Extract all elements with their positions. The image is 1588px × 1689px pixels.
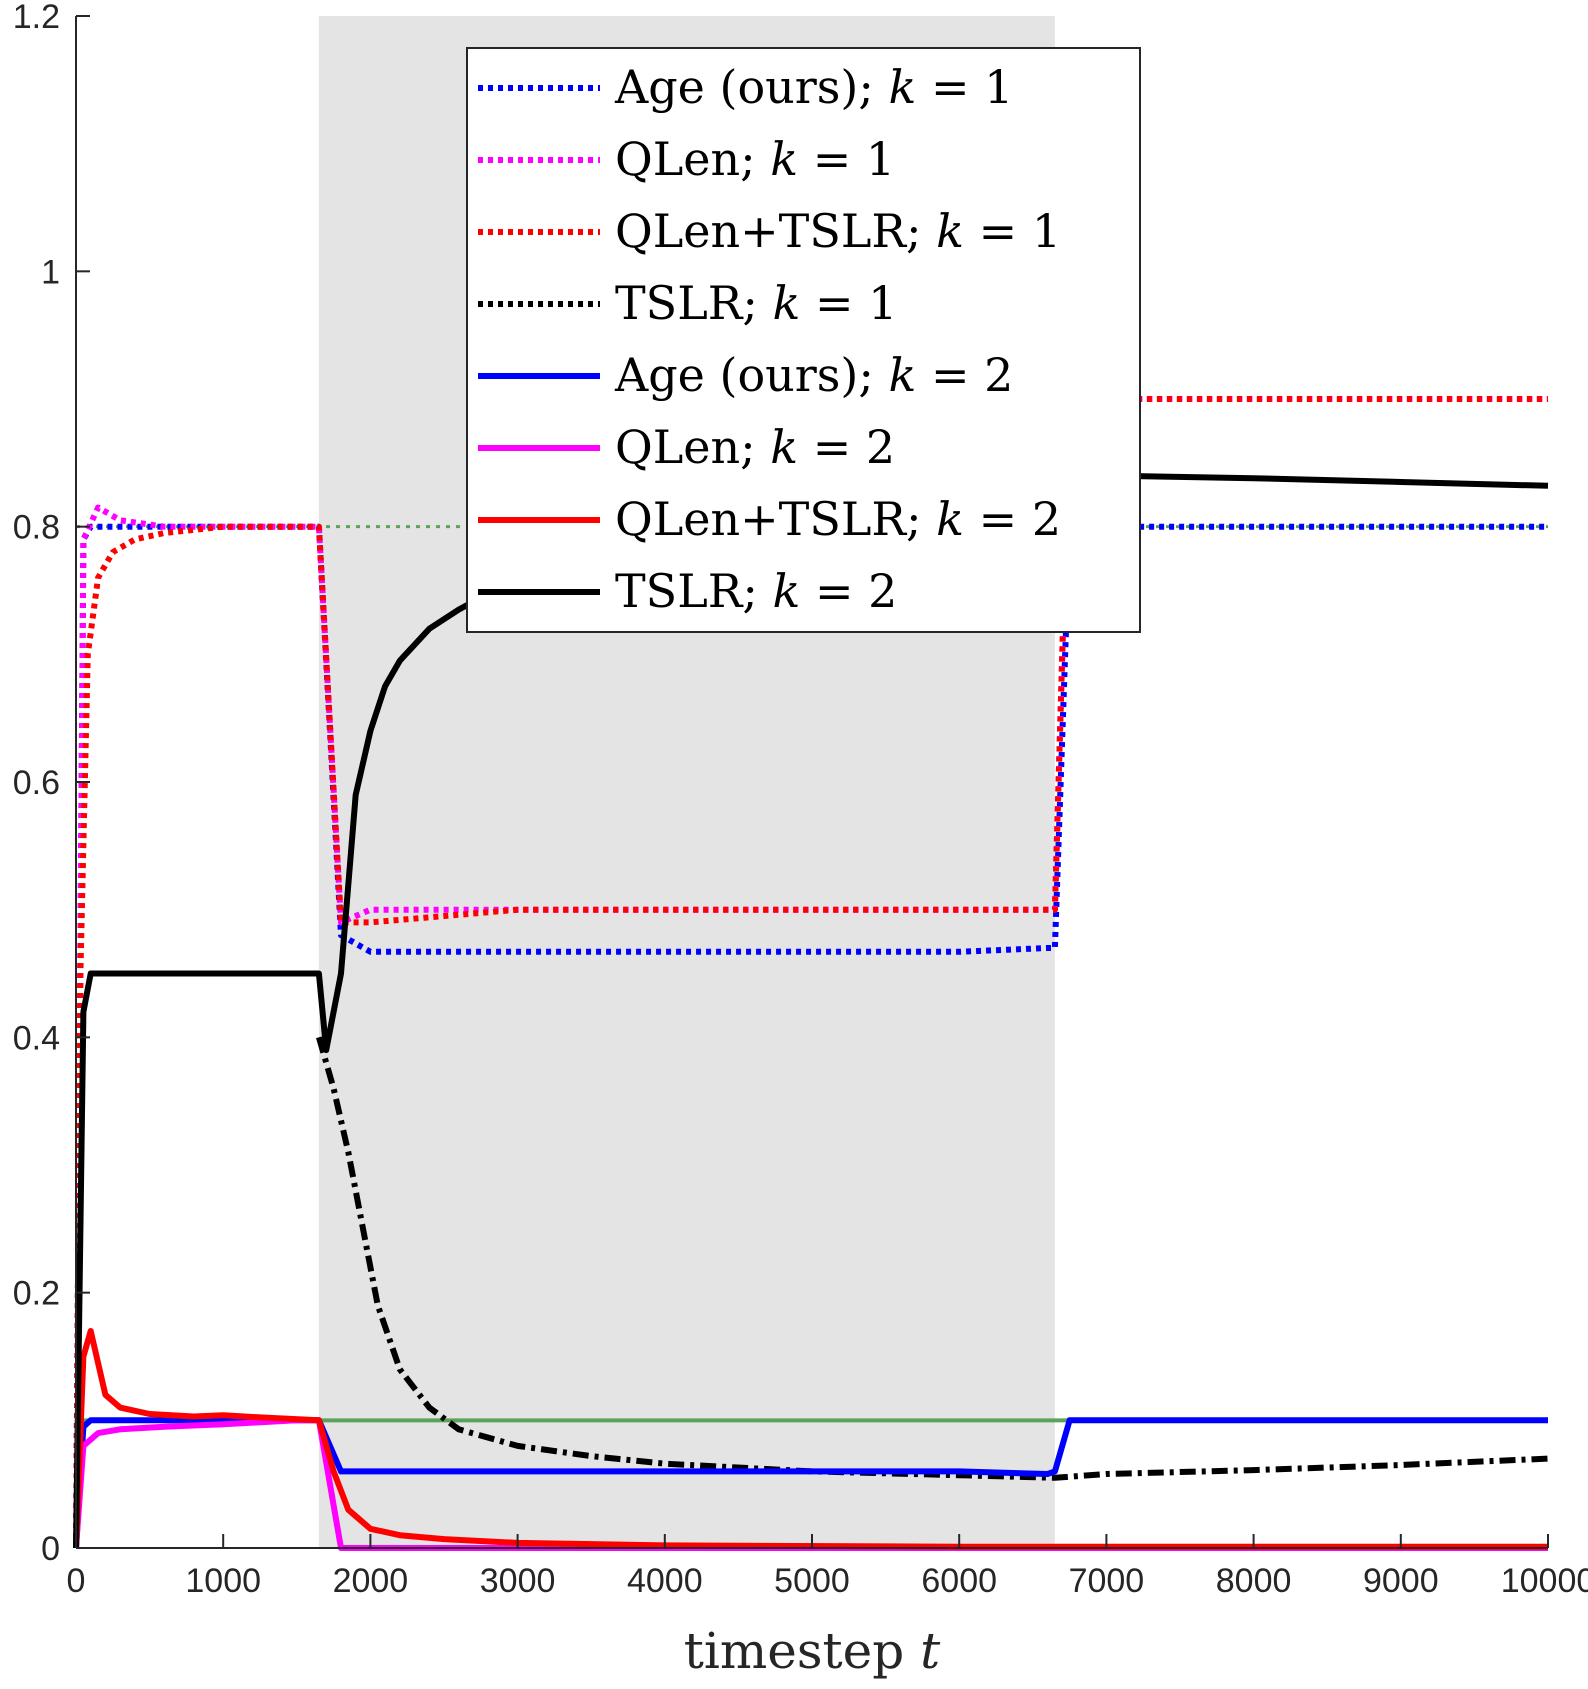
y-tick-label: 0.2 [13,1275,60,1313]
legend-series-name: QLen+TSLR; [615,492,936,546]
legend-entry-5: Age (ours); k = 2 [614,348,1013,402]
legend-box [466,47,1141,633]
legend-k-symbol: k [888,60,916,114]
x-tick-label: 0 [67,1562,86,1600]
legend-series-name: QLen+TSLR; [615,204,936,258]
legend-k-value: = 1 [916,60,1013,114]
legend-k-symbol: k [936,492,964,546]
legend-entry-4: TSLR; k = 1 [615,276,897,330]
x-axis-label-variable: t [920,1622,941,1680]
legend-series-name: TSLR; [615,564,773,618]
legend-k-value: = 1 [798,132,895,186]
y-tick-label: 0 [41,1530,60,1568]
x-axis-label-text: timestep [684,1622,920,1680]
y-tick-label: 0.6 [13,764,60,802]
legend-k-symbol: k [936,204,964,258]
legend-series-name: TSLR; [615,276,773,330]
series-line-5 [73,1417,1548,1549]
legend-k-symbol: k [888,348,916,402]
x-tick-label: 3000 [480,1562,556,1600]
x-tick-label: 1000 [185,1562,261,1600]
x-tick-label: 5000 [774,1562,850,1600]
legend-k-value: = 2 [798,420,895,474]
series-line-1 [73,523,1548,1549]
axes: 0 1000 2000 3000 4000 5000 6000 7000 8000 9000 100… [13,0,1588,1600]
legend-series-name: QLen; [615,420,770,474]
legend-k-value: = 1 [800,276,897,330]
legend-k-symbol: k [770,420,798,474]
legend-k-symbol: k [773,276,801,330]
x-tick-label: 10000 [1501,1562,1588,1600]
series-line-3 [73,396,1548,1549]
legend-entry-1: Age (ours); k = 1 [614,60,1013,114]
legend-entry-6: QLen; k = 2 [615,420,895,474]
legend-series-name: Age (ours); [614,348,888,402]
x-tick-label: 2000 [333,1562,409,1600]
legend-series-name: Age (ours); [614,60,888,114]
legend-k-value: = 2 [916,348,1013,402]
legend-k-value: = 2 [800,564,897,618]
x-tick-label: 4000 [627,1562,703,1600]
legend-k-value: = 1 [964,204,1061,258]
legend-k-symbol: k [773,564,801,618]
y-tick-label: 1.2 [13,0,60,36]
legend-entry-7: QLen+TSLR; k = 2 [615,492,1061,546]
y-tick-label: 1 [41,253,60,291]
legend-k-symbol: k [770,132,798,186]
series-line-4 [316,1036,1549,1481]
x-tick-label: 9000 [1363,1562,1439,1600]
x-tick-label: 8000 [1216,1562,1292,1600]
legend-entry-2: QLen; k = 1 [615,132,895,186]
x-tick-label: 7000 [1069,1562,1145,1600]
y-tick-label: 0.8 [13,509,60,547]
y-tick-label: 0.4 [13,1019,60,1057]
x-axis-label-layer: timestep t [684,1622,941,1680]
legend-k-value: = 2 [964,492,1061,546]
x-tick-label: 6000 [921,1562,997,1600]
legend-entry-8: TSLR; k = 2 [615,564,897,618]
x-axis-label: timestep t [684,1622,941,1680]
legend-entry-3: QLen+TSLR; k = 1 [615,204,1061,258]
legend-series-name: QLen; [615,132,770,186]
